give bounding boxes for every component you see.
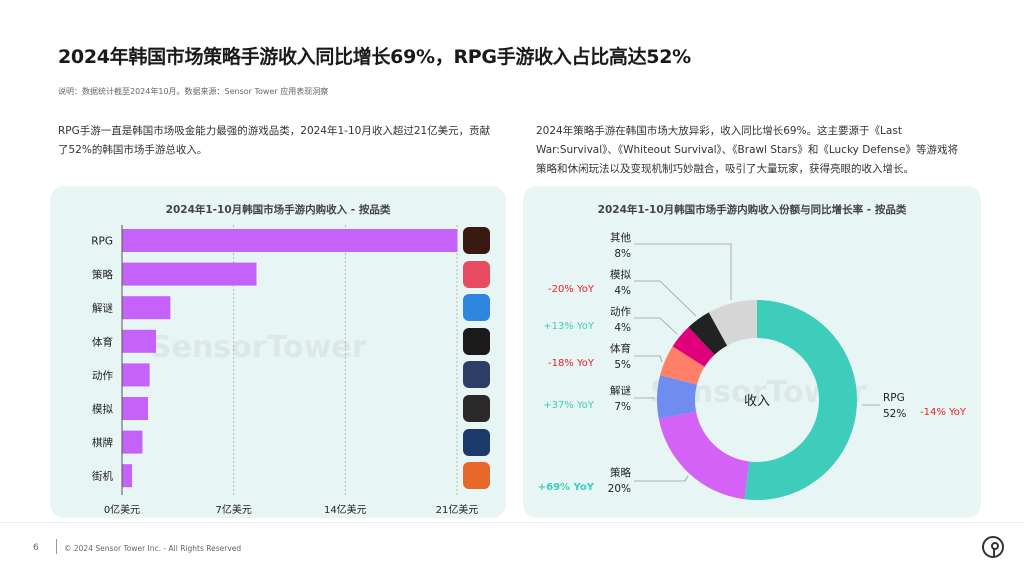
bar-模拟	[122, 397, 149, 420]
sensor-tower-logo-icon	[982, 536, 1004, 558]
yoy-label: -18% YoY	[547, 358, 594, 369]
app-icon	[463, 260, 490, 288]
slice-label: 体育 5%	[591, 341, 631, 373]
slice-模拟	[688, 312, 728, 355]
yoy-label: +69% YoY	[537, 482, 594, 493]
footer-divider	[0, 522, 1024, 523]
slice-label: 其他 8%	[591, 230, 631, 262]
slice-percent: 7%	[614, 401, 631, 413]
x-tick-label: 21亿美元	[436, 503, 479, 516]
copyright: © 2024 Sensor Tower Inc. - All Rights Re…	[64, 544, 242, 553]
leader-line	[634, 243, 732, 300]
data-note: 说明：数据统计截至2024年10月。数据来源：Sensor Tower 应用表现…	[58, 87, 329, 96]
slice-label: 解谜 7%	[591, 383, 631, 415]
category-label: 街机	[92, 470, 113, 483]
slice-percent: 5%	[614, 359, 631, 371]
slice-解谜	[657, 375, 697, 419]
app-icon	[463, 327, 490, 355]
slice-label: RPG 52%	[883, 390, 923, 422]
category-label: 体育	[92, 335, 113, 348]
leader-line	[634, 317, 678, 335]
footer-separator	[56, 539, 57, 554]
bar-棋牌	[122, 430, 143, 454]
leader-line	[634, 475, 689, 482]
app-icon	[463, 361, 490, 389]
slice-name: 解谜	[610, 385, 631, 397]
bar-RPG	[122, 229, 458, 252]
bar-策略	[122, 262, 257, 286]
slice-name: 动作	[610, 306, 631, 318]
slice-name: 模拟	[610, 269, 631, 281]
leader-line	[634, 355, 663, 363]
slice-name: 策略	[610, 467, 631, 479]
donut-center-label: 收入	[744, 394, 770, 409]
category-label: 棋牌	[92, 436, 113, 449]
slice-percent: 52%	[883, 408, 907, 420]
slice-体育	[660, 346, 705, 385]
leader-line	[634, 280, 697, 317]
slice-策略	[658, 411, 750, 500]
page-number: 6	[33, 543, 39, 553]
slice-label: 动作 4%	[591, 304, 631, 336]
x-tick-label: 14亿美元	[324, 503, 367, 516]
category-label: RPG	[91, 236, 113, 248]
slice-percent: 8%	[614, 248, 631, 260]
page-title: 2024年韩国市场策略手游收入同比增长69%，RPG手游收入占比高达52%	[58, 46, 691, 68]
watermark: SensorTower	[150, 330, 367, 365]
slice-其他	[708, 300, 757, 346]
left-paragraph: RPG手游一直是韩国市场吸金能力最强的游戏品类，2024年1-10月收入超过21…	[58, 125, 491, 156]
slice-label: 策略 20%	[591, 465, 631, 497]
yoy-label: +13% YoY	[543, 321, 594, 332]
yoy-label: -14% YoY	[920, 407, 967, 418]
yoy-label: +37% YoY	[543, 400, 594, 411]
bar-解谜	[122, 296, 171, 320]
category-label: 解谜	[92, 302, 113, 315]
slice-name: RPG	[883, 392, 905, 404]
slice-动作	[672, 327, 715, 367]
slice-percent: 4%	[614, 285, 631, 297]
x-tick-label: 7亿美元	[215, 503, 251, 516]
category-label: 模拟	[92, 403, 113, 416]
slice-name: 其他	[610, 232, 631, 244]
bar-街机	[122, 464, 133, 488]
donut-chart-title: 2024年1-10月韩国市场手游内购收入份额与同比增长率 - 按品类	[597, 204, 907, 216]
x-tick-label: 0亿美元	[104, 503, 140, 516]
right-paragraph: 2024年策略手游在韩国市场大放异彩，收入同比增长69%。这主要源于《Last …	[536, 125, 958, 175]
category-label: 策略	[92, 268, 113, 281]
app-icon	[463, 428, 490, 456]
category-label: 动作	[92, 370, 113, 382]
yoy-label: -20% YoY	[547, 284, 594, 295]
slice-RPG	[744, 300, 857, 501]
bar-体育	[122, 329, 156, 353]
app-icon	[463, 462, 490, 490]
slice-name: 体育	[610, 343, 631, 355]
app-icon	[463, 227, 490, 254]
slice-percent: 4%	[614, 322, 631, 334]
slice-label: 模拟 4%	[591, 267, 631, 299]
app-icon	[463, 395, 490, 422]
bar-chart-title: 2024年1-10月韩国市场手游内购收入 - 按品类	[165, 204, 391, 216]
slice-percent: 20%	[607, 483, 631, 495]
app-icon	[463, 294, 490, 322]
bar-动作	[122, 363, 150, 387]
